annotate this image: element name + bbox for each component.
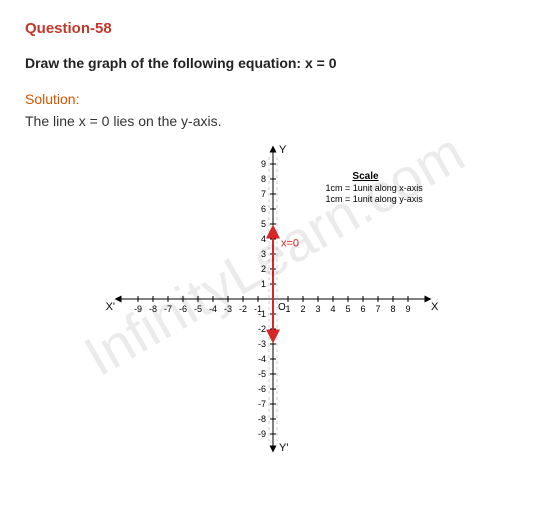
- graph-container: -9-8-7-6-5-4-3-2-1123456789-9-8-7-6-5-4-…: [25, 139, 522, 459]
- svg-text:-6: -6: [179, 304, 187, 314]
- svg-text:-3: -3: [224, 304, 232, 314]
- svg-text:-7: -7: [164, 304, 172, 314]
- svg-text:-6: -6: [258, 384, 266, 394]
- svg-text:-1: -1: [258, 309, 266, 319]
- svg-text:-9: -9: [134, 304, 142, 314]
- svg-text:x=0: x=0: [281, 238, 299, 250]
- svg-text:Y': Y': [279, 442, 288, 454]
- svg-text:Y: Y: [279, 144, 287, 156]
- svg-text:-7: -7: [258, 399, 266, 409]
- svg-text:5: 5: [261, 219, 266, 229]
- svg-text:X': X': [106, 301, 115, 313]
- question-text: Draw the graph of the following equation…: [25, 55, 522, 71]
- svg-text:-2: -2: [258, 324, 266, 334]
- svg-text:5: 5: [345, 304, 350, 314]
- svg-text:-8: -8: [258, 414, 266, 424]
- svg-text:8: 8: [390, 304, 395, 314]
- svg-text:X: X: [431, 301, 439, 313]
- svg-text:6: 6: [360, 304, 365, 314]
- svg-text:4: 4: [330, 304, 335, 314]
- svg-text:-9: -9: [258, 429, 266, 439]
- question-label: Question-58: [25, 20, 522, 37]
- solution-label: Solution:: [25, 91, 522, 107]
- svg-text:-4: -4: [209, 304, 217, 314]
- svg-text:8: 8: [261, 174, 266, 184]
- svg-text:1: 1: [285, 304, 290, 314]
- svg-text:3: 3: [261, 249, 266, 259]
- svg-text:O: O: [278, 302, 286, 313]
- svg-text:2: 2: [261, 264, 266, 274]
- svg-text:7: 7: [261, 189, 266, 199]
- svg-text:9: 9: [261, 159, 266, 169]
- svg-text:7: 7: [375, 304, 380, 314]
- svg-text:4: 4: [261, 234, 266, 244]
- coordinate-graph: -9-8-7-6-5-4-3-2-1123456789-9-8-7-6-5-4-…: [25, 139, 522, 459]
- svg-text:2: 2: [300, 304, 305, 314]
- svg-text:-3: -3: [258, 339, 266, 349]
- svg-text:-5: -5: [194, 304, 202, 314]
- svg-text:-5: -5: [258, 369, 266, 379]
- svg-text:-8: -8: [149, 304, 157, 314]
- svg-text:-2: -2: [239, 304, 247, 314]
- svg-text:1cm = 1unit along y-axis: 1cm = 1unit along y-axis: [326, 194, 424, 204]
- svg-text:1cm = 1unit along x-axis: 1cm = 1unit along x-axis: [326, 183, 424, 193]
- svg-text:6: 6: [261, 204, 266, 214]
- svg-text:9: 9: [405, 304, 410, 314]
- svg-text:-4: -4: [258, 354, 266, 364]
- svg-text:1: 1: [261, 279, 266, 289]
- solution-text: The line x = 0 lies on the y-axis.: [25, 113, 522, 129]
- svg-text:3: 3: [315, 304, 320, 314]
- svg-text:Scale: Scale: [352, 171, 379, 182]
